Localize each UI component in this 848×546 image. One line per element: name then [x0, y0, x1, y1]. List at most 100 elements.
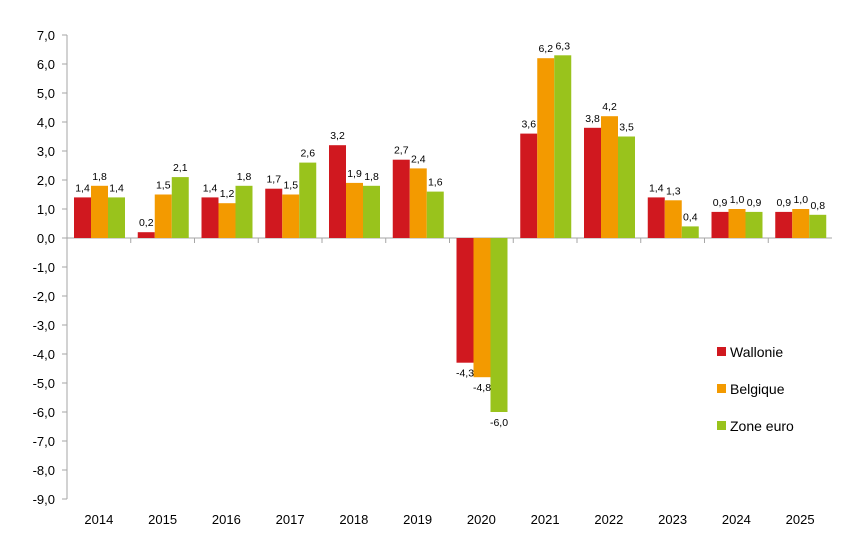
y-tick-label: 5,0: [37, 86, 55, 101]
bar: [235, 185, 253, 238]
bar: [154, 194, 172, 238]
data-label: 1,4: [649, 182, 664, 194]
bar: [711, 211, 729, 238]
data-label: -6,0: [490, 417, 508, 429]
bar: [601, 116, 618, 238]
bar: [363, 185, 380, 238]
y-tick-label: 4,0: [37, 115, 55, 130]
data-label: 1,5: [283, 180, 298, 192]
data-label: 1,8: [92, 171, 107, 183]
legend-swatch: [717, 421, 726, 430]
legend-label: Wallonie: [730, 344, 783, 360]
y-tick-label: -2,0: [33, 289, 55, 304]
data-label: 1,7: [266, 174, 281, 186]
bar: [537, 58, 555, 239]
x-tick-label: 2019: [403, 512, 432, 527]
x-tick-label: 2017: [276, 512, 305, 527]
bar: [473, 238, 491, 378]
data-label: 0,8: [810, 200, 825, 212]
x-tick-label: 2023: [658, 512, 687, 527]
data-label: 3,8: [585, 113, 600, 125]
bar: [137, 232, 155, 238]
bar: [728, 209, 746, 238]
data-label: 2,4: [411, 153, 426, 165]
y-tick-label: -4,0: [33, 347, 55, 362]
bar: [647, 197, 665, 238]
data-label: 2,7: [394, 145, 409, 157]
y-tick-label: -9,0: [33, 492, 55, 507]
y-tick-label: 3,0: [37, 144, 55, 159]
x-tick-label: 2015: [148, 512, 177, 527]
bar: [282, 194, 300, 238]
data-label: 1,8: [364, 171, 379, 183]
x-tick-label: 2025: [786, 512, 815, 527]
data-label: -4,3: [456, 368, 474, 380]
data-label: 6,3: [555, 40, 570, 52]
data-label: 1,4: [203, 182, 218, 194]
bar: [265, 188, 283, 238]
bar: [745, 211, 763, 238]
y-tick-label: -8,0: [33, 463, 55, 478]
x-tick-label: 2016: [212, 512, 241, 527]
bar: [108, 197, 125, 238]
axes: 7,0 6,0 5,0 4,0 3,0 2,0 1,0 0,0 -1,0 -2,0 -3,0 -4,0…: [33, 28, 832, 527]
bar: [520, 133, 538, 238]
data-label: 6,2: [538, 43, 553, 55]
bar: [329, 145, 346, 238]
data-label: 1,9: [347, 168, 362, 180]
y-tick-label: 0,0: [37, 231, 55, 246]
y-tick-label: -3,0: [33, 318, 55, 333]
bar: [201, 197, 219, 238]
bar: [91, 185, 108, 238]
data-label: -4,8: [473, 382, 491, 394]
bar: [775, 211, 793, 238]
bar: [426, 191, 444, 238]
data-label: 1,6: [428, 177, 443, 189]
data-label: 0,4: [683, 211, 698, 223]
data-label: 3,5: [619, 122, 634, 134]
data-label: 2,6: [300, 148, 315, 160]
bar: [554, 55, 572, 238]
legend-label: Zone euro: [730, 418, 794, 434]
data-label: 1,5: [156, 180, 171, 192]
bar: [456, 238, 474, 363]
bar: [792, 209, 810, 238]
data-label: 1,8: [237, 171, 252, 183]
y-tick-label: 1,0: [37, 202, 55, 217]
data-label: 1,4: [75, 182, 90, 194]
y-tick-label: 2,0: [37, 173, 55, 188]
data-label: 1,4: [109, 182, 124, 194]
x-tick-label: 2021: [531, 512, 560, 527]
y-tick-label: -5,0: [33, 376, 55, 391]
y-tick-label: -6,0: [33, 405, 55, 420]
data-label: 0,9: [776, 197, 791, 209]
x-tick-label: 2014: [84, 512, 113, 527]
data-labels: 1,41,81,40,21,52,11,4 1,21,8 1,7 1,52,63,21…: [75, 40, 825, 429]
x-tick-label: 2020: [467, 512, 496, 527]
bar: [392, 159, 410, 238]
bar: [218, 203, 236, 238]
data-label: 2,1: [173, 162, 188, 174]
bar: [490, 238, 508, 412]
bar: [664, 200, 682, 238]
data-label: 1,2: [220, 188, 235, 200]
x-tick-label: 2018: [339, 512, 368, 527]
data-label: 3,6: [521, 119, 536, 131]
y-tick-label: 7,0: [37, 28, 55, 43]
bar: [584, 127, 601, 238]
bar: [346, 182, 363, 238]
legend-label: Belgique: [730, 381, 785, 397]
y-tick-label: -7,0: [33, 434, 55, 449]
bar: [409, 168, 427, 238]
bar: [618, 136, 635, 238]
legend: Wallonie Belgique Zone euro: [717, 344, 794, 434]
data-label: 1,3: [666, 185, 681, 197]
data-label: 1,0: [730, 194, 745, 206]
x-tick-label: 2024: [722, 512, 751, 527]
bar: [809, 214, 827, 238]
y-tick-label: -1,0: [33, 260, 55, 275]
bar: [299, 162, 317, 238]
bar: [681, 226, 699, 238]
